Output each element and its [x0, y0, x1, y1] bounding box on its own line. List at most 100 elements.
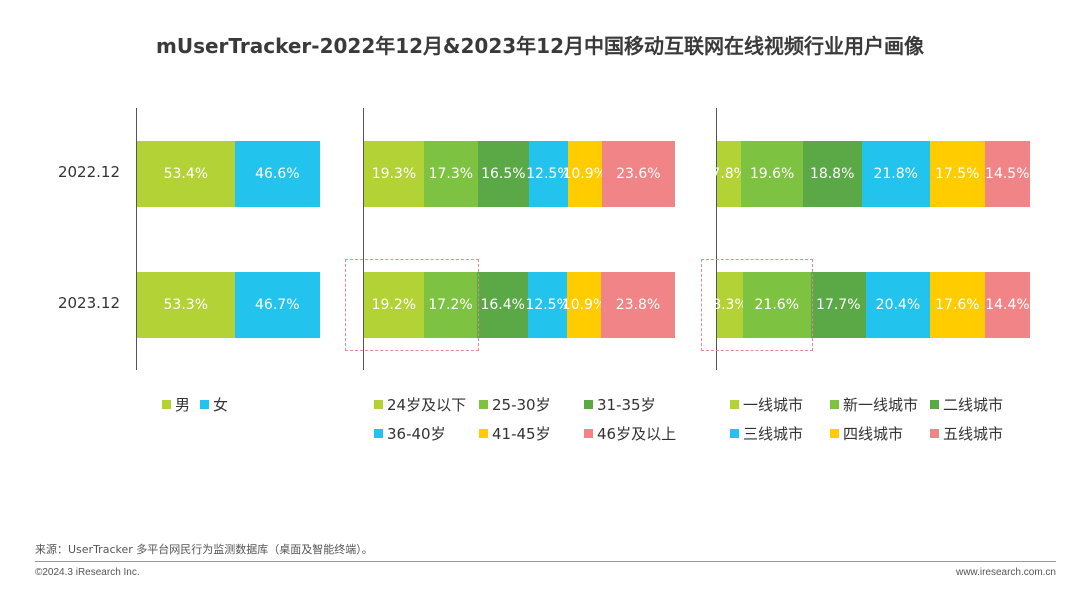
age-bar-2022-12-seg-1: 19.3%	[364, 141, 424, 207]
city-data-label: 21.6%	[754, 297, 799, 313]
age-bar-2023-12-seg-1: 19.2%	[364, 272, 424, 338]
legend-swatch	[479, 429, 488, 438]
gender-bar-2023-12-seg-1: 53.3%	[137, 272, 235, 338]
city-data-label: 7.8%	[711, 166, 747, 182]
city-bar-2023-12-seg-6: 14.4%	[984, 272, 1030, 338]
legend-item: 一线城市	[730, 394, 830, 415]
highlight-box-age	[345, 259, 479, 351]
legend-swatch	[374, 400, 383, 409]
legend-row: 36-40岁 41-45岁 46岁及以上	[374, 423, 689, 444]
gender-data-label: 46.6%	[255, 166, 300, 182]
gender-axis-line	[136, 108, 137, 370]
gender-data-label: 46.7%	[255, 297, 300, 313]
city-data-label: 14.5%	[985, 166, 1030, 182]
city-bar-2022-12-seg-2: 19.6%	[741, 141, 803, 207]
row-label-2022: 2022.12	[57, 163, 120, 181]
legend-swatch	[930, 429, 939, 438]
age-data-label: 12.5%	[525, 297, 570, 313]
legend-item: 新一线城市	[830, 394, 930, 415]
legend-item: 四线城市	[830, 423, 930, 444]
legend-swatch	[584, 429, 593, 438]
city-data-label: 17.5%	[934, 166, 980, 182]
gender-bar-2022-12-seg-2: 46.6%	[234, 141, 320, 207]
legend-swatch	[730, 400, 739, 409]
legend-item: 41-45岁	[479, 423, 584, 444]
city-bar-2022-12-seg-1: 7.8%	[711, 141, 747, 207]
legend-swatch	[730, 429, 739, 438]
legend-label: 31-35岁	[597, 396, 656, 414]
city-data-label: 20.4%	[875, 297, 921, 313]
age-bar-2022-12-seg-3: 16.5%	[477, 141, 529, 207]
gender-data-label: 53.3%	[163, 297, 208, 313]
city-bar-2022-12-seg-3: 18.8%	[802, 141, 862, 207]
legend-item: 36-40岁	[374, 423, 479, 444]
website: www.iresearch.com.cn	[955, 567, 1056, 578]
city-bar-2023-12-seg-3: 17.7%	[810, 272, 866, 338]
age-bar-2022-12-seg-4: 12.5%	[526, 141, 571, 207]
age-data-label: 17.2%	[428, 297, 473, 313]
legend-label: 男	[175, 396, 191, 414]
footer-divider	[35, 561, 1056, 562]
city-data-label: 17.6%	[935, 297, 980, 313]
city-data-label: 17.7%	[816, 297, 861, 313]
age-bar-2023-12-seg-6: 23.8%	[600, 272, 675, 338]
city-bar-2023-12-seg-2: 21.6%	[742, 272, 811, 338]
legend-row: 一线城市 新一线城市 二线城市	[730, 394, 1030, 415]
legend-item: 三线城市	[730, 423, 830, 444]
age-bar-2022-12-seg-5: 10.9%	[562, 141, 607, 207]
legend-label: 四线城市	[843, 425, 904, 443]
legend-label: 五线城市	[943, 425, 1004, 443]
age-bar-2022-12-seg-6: 23.6%	[601, 141, 675, 207]
city-data-label: 21.8%	[873, 166, 918, 182]
city-bar-2023-12-seg-1: 8.3%	[712, 272, 748, 338]
city-bar-2022-12-seg-4: 21.8%	[861, 141, 930, 207]
age-bar-2023-12-seg-5: 10.9%	[562, 272, 606, 338]
city-data-label: 18.8%	[809, 166, 855, 182]
legend-swatch	[162, 400, 171, 409]
highlight-box-city	[701, 259, 813, 351]
city-bar-2022-12-seg-6: 14.5%	[984, 141, 1030, 207]
legend-label: 36-40岁	[387, 425, 446, 443]
city-data-label: 19.6%	[749, 166, 795, 182]
legend-swatch	[830, 429, 839, 438]
legend-swatch	[200, 400, 209, 409]
legend-label: 25-30岁	[492, 396, 551, 414]
gender-data-label: 53.4%	[163, 166, 209, 182]
legend-label: 新一线城市	[843, 396, 919, 414]
legend-swatch	[584, 400, 593, 409]
gender-bar-2022-12-seg-1: 53.4%	[137, 141, 235, 207]
legend-row: 24岁及以下 25-30岁 31-35岁	[374, 394, 689, 415]
city-data-label: 14.4%	[985, 297, 1030, 313]
age-data-label: 12.5%	[526, 166, 571, 182]
city-data-label: 8.3%	[712, 297, 748, 313]
age-bar-2023-12-seg-2: 17.2%	[423, 272, 478, 338]
age-data-label: 16.5%	[481, 166, 526, 182]
age-data-label: 10.9%	[562, 166, 607, 182]
legend-swatch	[374, 429, 383, 438]
legend-item: 31-35岁	[584, 394, 689, 415]
copyright: ©2024.3 iResearch Inc.	[35, 567, 140, 578]
legend-label: 46岁及以上	[597, 425, 677, 443]
age-axis-line	[363, 108, 364, 370]
legend-item: 女	[200, 394, 238, 415]
legend-label: 一线城市	[743, 396, 804, 414]
age-data-label: 19.2%	[371, 297, 417, 313]
city-bar-2023-12-seg-5: 17.6%	[929, 272, 985, 338]
legend-item: 25-30岁	[479, 394, 584, 415]
legend-label: 三线城市	[743, 425, 804, 443]
gender-bar-2023-12-seg-2: 46.7%	[234, 272, 320, 338]
age-bar-2022-12-seg-2: 17.3%	[423, 141, 478, 207]
legend-item: 五线城市	[930, 423, 1030, 444]
city-bar-2023-12-seg-4: 20.4%	[865, 272, 930, 338]
row-label-2023: 2023.12	[57, 294, 120, 312]
legend-swatch	[830, 400, 839, 409]
age-data-label: 17.3%	[428, 166, 474, 182]
age-data-label: 16.4%	[480, 297, 525, 313]
age-data-label: 10.9%	[561, 297, 607, 313]
legend-swatch	[479, 400, 488, 409]
legend-item: 46岁及以上	[584, 423, 689, 444]
age-data-label: 19.3%	[371, 166, 417, 182]
legend-label: 女	[213, 396, 229, 414]
age-bar-2023-12-seg-4: 12.5%	[525, 272, 570, 338]
age-data-label: 23.8%	[615, 297, 661, 313]
